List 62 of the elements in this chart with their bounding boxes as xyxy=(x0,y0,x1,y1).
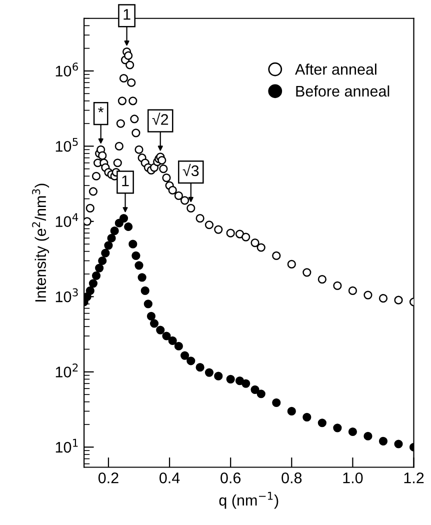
y-tick-label: 10$^{3}$ xyxy=(56,288,78,302)
annotation: 1 xyxy=(124,9,130,20)
x-tick-label: 0.4 xyxy=(160,472,180,484)
point xyxy=(101,248,110,258)
point xyxy=(256,390,266,398)
point xyxy=(128,240,138,248)
point xyxy=(88,279,98,288)
x-tick-label: 1.0 xyxy=(343,472,363,484)
point xyxy=(144,300,152,308)
y-tick-label: 10$^{6}$ xyxy=(56,62,78,77)
x-axis-title: q (nm$^{−1}$) xyxy=(219,492,278,509)
point xyxy=(92,271,101,280)
y-tick-label: 10$^{4}$ xyxy=(56,213,78,228)
point xyxy=(318,418,326,428)
point xyxy=(124,222,133,232)
y-tick-label: 10$^{5}$ xyxy=(56,138,78,152)
point xyxy=(272,398,281,407)
x-tick-label: 0.8 xyxy=(282,472,302,484)
point xyxy=(104,241,113,250)
annotation: √3 xyxy=(182,164,199,176)
point xyxy=(250,385,260,394)
x-tick-label: 1.2 xyxy=(404,472,424,484)
point xyxy=(140,286,150,295)
point xyxy=(333,424,342,432)
point xyxy=(138,273,146,282)
annotation: 1 xyxy=(122,176,129,186)
point xyxy=(204,368,214,377)
point xyxy=(186,356,196,366)
point xyxy=(162,332,171,340)
point xyxy=(168,336,177,345)
legend-label: Before anneal xyxy=(296,85,390,97)
y-tick-label: 10$^{1}$ xyxy=(56,438,78,453)
point xyxy=(98,256,107,266)
point xyxy=(214,372,223,380)
point xyxy=(107,234,116,242)
point xyxy=(394,440,403,448)
point xyxy=(156,326,165,334)
point xyxy=(174,342,183,350)
y-tick-label: 10$^{2}$ xyxy=(56,364,78,378)
legend-label: After anneal xyxy=(295,64,376,75)
annotation: * xyxy=(98,106,104,112)
point xyxy=(110,226,119,236)
y-axis-title: Intensity (e$^{2}$/nm$^{3}$) xyxy=(32,184,50,302)
point xyxy=(302,412,312,422)
point xyxy=(95,264,104,272)
point xyxy=(86,286,94,295)
point xyxy=(132,251,140,260)
point xyxy=(348,427,357,436)
point xyxy=(378,436,388,446)
point xyxy=(196,363,204,372)
annotation: √2 xyxy=(152,112,168,125)
point xyxy=(364,432,372,440)
point xyxy=(146,312,156,320)
point xyxy=(150,319,159,328)
x-tick-label: 0.6 xyxy=(220,472,241,484)
x-tick-label: 0.2 xyxy=(98,472,118,484)
point xyxy=(226,374,235,384)
point xyxy=(287,406,296,416)
point xyxy=(119,214,128,223)
point xyxy=(180,351,190,360)
point xyxy=(134,261,144,270)
point xyxy=(242,379,250,388)
